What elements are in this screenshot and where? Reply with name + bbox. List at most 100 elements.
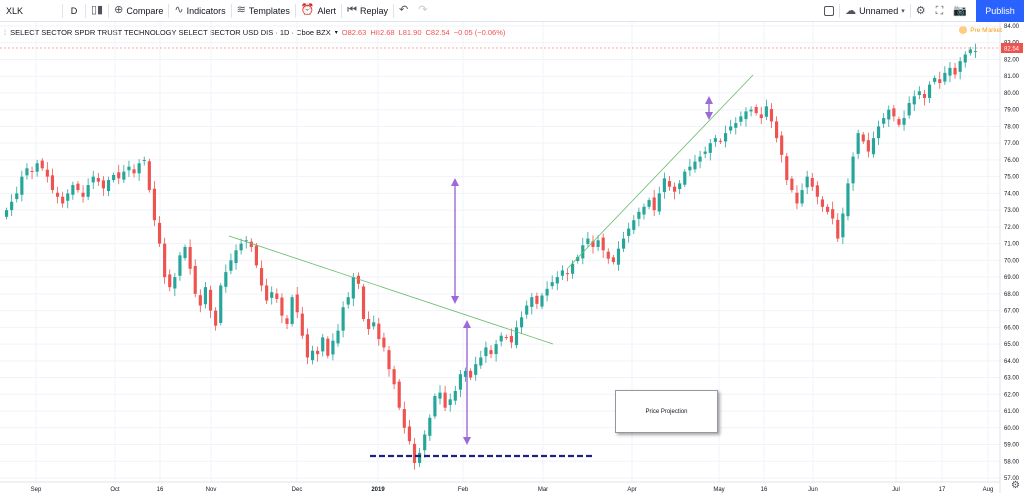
undo-icon: ↶ — [398, 4, 409, 16]
projection-arrow-up[interactable] — [451, 178, 459, 304]
candle — [943, 66, 947, 85]
candle — [356, 272, 360, 289]
candle — [953, 62, 957, 79]
candle — [678, 180, 682, 195]
divider — [392, 3, 394, 18]
candle — [453, 385, 457, 405]
time-tick-label: Jun — [808, 487, 818, 493]
price-tick-label: 80.00 — [1004, 91, 1020, 97]
candle — [494, 339, 498, 362]
price-tick-label: 65.00 — [1004, 342, 1020, 348]
layout-menu[interactable]: ☁ Unnamed ▾ — [840, 0, 910, 22]
legend-collapse-icon[interactable]: ⁞ — [4, 28, 7, 37]
candle — [96, 172, 100, 186]
candle — [723, 125, 728, 148]
symbol-search[interactable]: XLK — [0, 0, 62, 22]
candle — [443, 385, 447, 412]
premarket-indicator[interactable]: Pre Market — [959, 26, 1002, 34]
templates-button[interactable]: ≋ Templates — [232, 0, 295, 22]
price-tick-label: 67.00 — [1004, 309, 1020, 315]
time-tick-label: Mar — [538, 487, 548, 493]
candle — [550, 275, 554, 290]
candle — [703, 146, 707, 159]
candle — [367, 311, 371, 335]
candle — [433, 393, 437, 419]
projection-arrow-small[interactable] — [705, 96, 713, 120]
candle — [137, 159, 141, 181]
publish-button[interactable]: Publish — [976, 0, 1024, 22]
candle — [178, 252, 182, 281]
candle — [841, 207, 845, 244]
descending-trendline[interactable] — [228, 235, 554, 345]
candle — [662, 172, 666, 199]
candle — [683, 169, 687, 188]
time-axis[interactable]: Sep Oct 16 Nov Dec 2019 Feb Mar Apr May 16 Jun Jul 17… — [31, 487, 994, 493]
candle — [86, 178, 90, 201]
candle — [229, 253, 233, 275]
undo-button[interactable]: ↶ — [394, 0, 413, 22]
settings-button[interactable]: ⚙ — [911, 0, 931, 22]
price-tick-label: 61.00 — [1004, 409, 1020, 415]
candle — [183, 244, 187, 261]
price-axis[interactable]: 84.0083.0082.0081.0080.0079.0078.0077.00… — [1004, 24, 1020, 482]
candle — [219, 282, 223, 326]
indicators-button[interactable]: ∿ Indicators — [169, 0, 230, 22]
gear-icon[interactable]: ⚙ — [1011, 480, 1020, 491]
time-tick-label: 16 — [761, 487, 768, 493]
time-tick-label: Aug — [983, 487, 994, 493]
candle — [377, 317, 381, 346]
legend-change: −0.05 (−0.06%) — [453, 28, 506, 37]
legend-title[interactable]: SELECT SECTOR SPDR TRUST TECHNOLOGY SELE… — [10, 28, 331, 37]
redo-button[interactable]: ↷ — [413, 0, 432, 22]
interval-button[interactable]: D — [63, 0, 85, 22]
price-tick-label: 57.00 — [1004, 476, 1020, 482]
candle — [774, 116, 779, 143]
projection-arrow-down[interactable] — [463, 320, 471, 445]
candle — [489, 345, 493, 359]
fullscreen-button[interactable]: ⛶ — [931, 0, 949, 22]
divider — [108, 3, 110, 18]
candle — [61, 191, 65, 208]
candle — [642, 203, 646, 220]
candle — [555, 271, 559, 291]
alarm-clock-icon: ⏰ — [300, 4, 315, 16]
alert-button[interactable]: ⏰ Alert — [296, 0, 341, 22]
chevron-down-icon: ▾ — [901, 7, 905, 15]
replay-button[interactable]: ⏮ Replay — [342, 0, 393, 22]
candle — [927, 81, 932, 104]
time-tick-label: Oct — [110, 487, 120, 493]
candle — [800, 183, 804, 207]
divider — [294, 3, 296, 18]
select-checkbox[interactable] — [819, 0, 839, 22]
price-tick-label: 82.00 — [1004, 57, 1020, 63]
alert-label: Alert — [317, 5, 337, 16]
ascending-trendline[interactable] — [566, 74, 754, 270]
snapshot-button[interactable]: 📷 — [948, 0, 972, 22]
candle — [316, 346, 320, 362]
candle — [10, 194, 14, 217]
candle — [902, 110, 906, 131]
price-tick-label: 84.00 — [1004, 24, 1020, 30]
legend-open: O82.63 — [341, 28, 367, 37]
chart-style-button[interactable]: ▯▮ — [86, 0, 108, 22]
candle — [163, 237, 167, 284]
candle — [734, 117, 738, 135]
candle — [810, 172, 814, 191]
candle — [474, 356, 478, 381]
price-tick-label: 60.00 — [1004, 426, 1020, 432]
price-chart[interactable]: 84.0083.0082.0081.0080.0079.0078.0077.00… — [0, 22, 1024, 493]
publish-label: Publish — [985, 6, 1015, 16]
divider — [230, 3, 232, 18]
candle — [831, 201, 835, 225]
price-projection-note[interactable]: Price Projection — [615, 390, 718, 433]
candle — [698, 150, 702, 169]
candle — [815, 181, 819, 205]
candle — [91, 170, 95, 190]
compare-button[interactable]: ⊕ Compare — [109, 0, 168, 22]
candle — [739, 111, 743, 126]
chevron-down-icon[interactable]: ▾ — [334, 30, 338, 36]
candle — [637, 207, 641, 227]
last-price-text: 82.54 — [1004, 47, 1020, 53]
candle — [632, 215, 636, 235]
